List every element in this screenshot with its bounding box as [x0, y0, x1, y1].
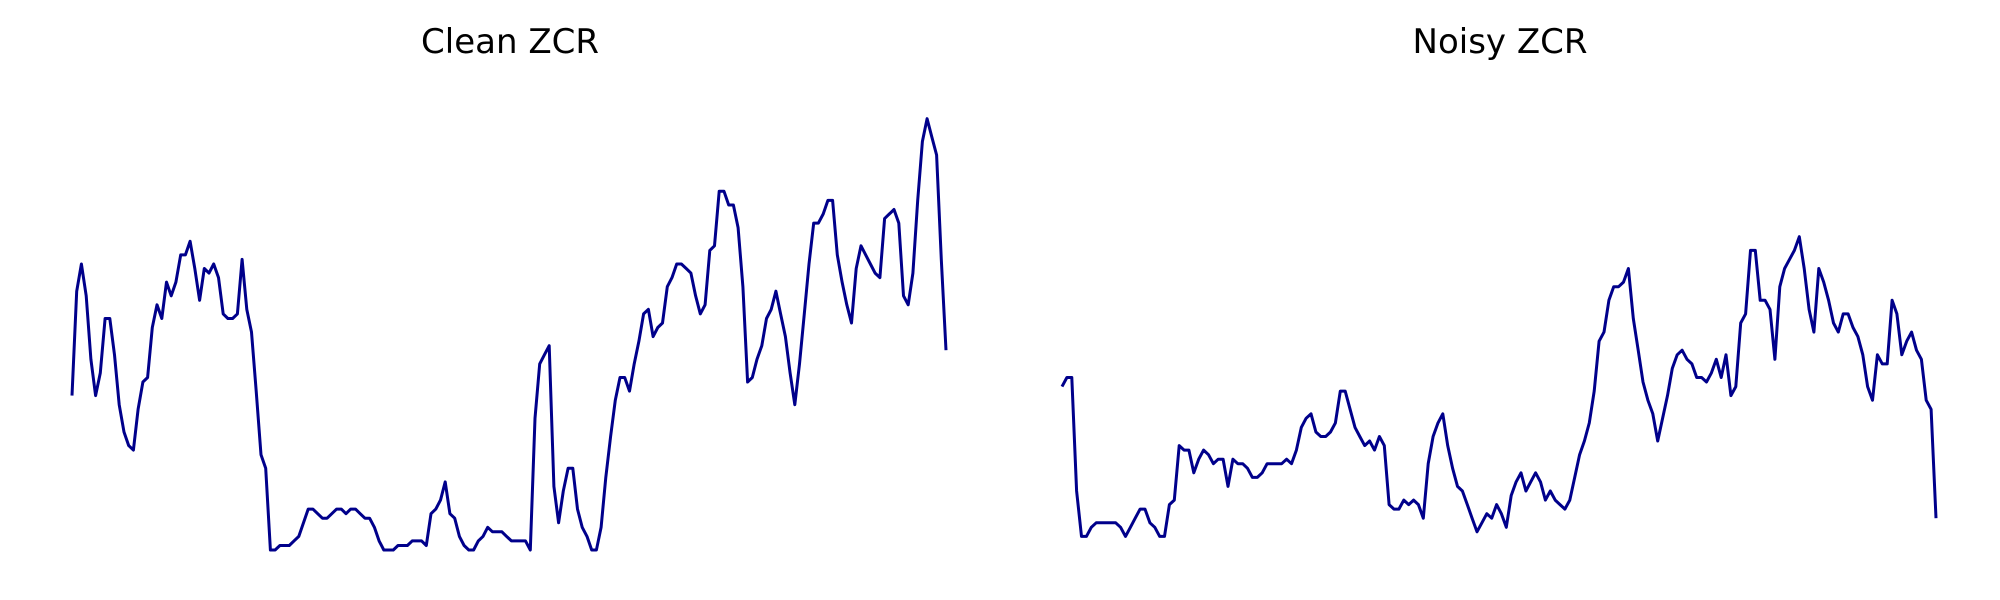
chart-title-clean: Clean ZCR — [421, 22, 599, 62]
clean-zcr-plot — [70, 117, 948, 552]
chart-title-noisy: Noisy ZCR — [1412, 22, 1588, 62]
noisy-zcr-plot — [1060, 235, 1938, 538]
clean-zcr-series — [70, 117, 948, 552]
noisy-zcr-series — [1060, 235, 1938, 538]
